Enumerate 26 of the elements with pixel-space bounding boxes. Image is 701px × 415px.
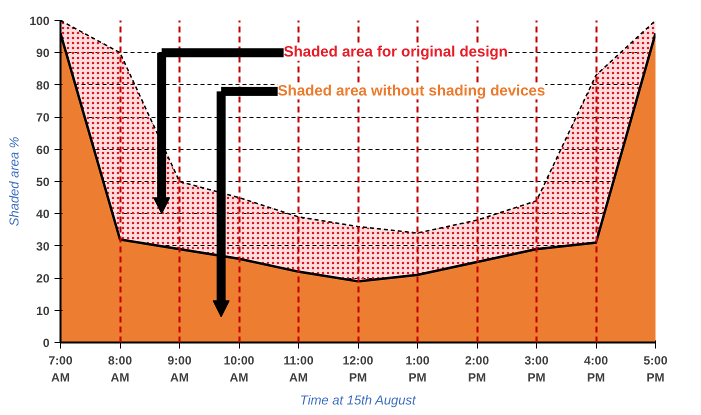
x-tick-label: 2:00 PM bbox=[464, 354, 490, 384]
x-tick-label: 8:00 AM bbox=[108, 354, 132, 384]
x-tick-label: 11:00 AM bbox=[283, 354, 314, 384]
text: Shaded area for original design bbox=[284, 44, 508, 61]
x-tick-label: 9:00 AM bbox=[167, 354, 192, 384]
legend-label: Shaded area without shading devices bbox=[278, 82, 546, 100]
y-tick-label: 30 bbox=[36, 239, 50, 254]
y-tick-label: 10 bbox=[36, 304, 50, 318]
y-tick-label: 80 bbox=[36, 78, 50, 92]
y-tick-label: 50 bbox=[36, 175, 50, 189]
x-tick-label: 7:00 AM bbox=[48, 354, 73, 384]
y-tick-label: 20 bbox=[36, 272, 50, 286]
x-tick-label: 4:00 PM bbox=[584, 354, 608, 384]
x-tick-label: 12:00 PM bbox=[342, 354, 374, 384]
y-tick-label: 0 bbox=[42, 336, 50, 350]
x-axis-title: Time at 15th August bbox=[300, 392, 418, 408]
x-tick-label: 1:00 PM bbox=[405, 354, 430, 384]
y-tick-label: 60 bbox=[36, 142, 50, 157]
y-tick-label: 90 bbox=[36, 46, 50, 60]
y-tick-label: 40 bbox=[36, 207, 50, 222]
x-tick-label: 5:00 PM bbox=[643, 354, 668, 384]
y-tick-label: 70 bbox=[36, 110, 50, 125]
y-tick-label: 100 bbox=[29, 14, 50, 28]
y-axis-title: Shaded area % bbox=[6, 136, 22, 226]
x-tick-label: 3:00 PM bbox=[524, 354, 549, 384]
x-tick-label: 10:00 AM bbox=[224, 354, 255, 384]
